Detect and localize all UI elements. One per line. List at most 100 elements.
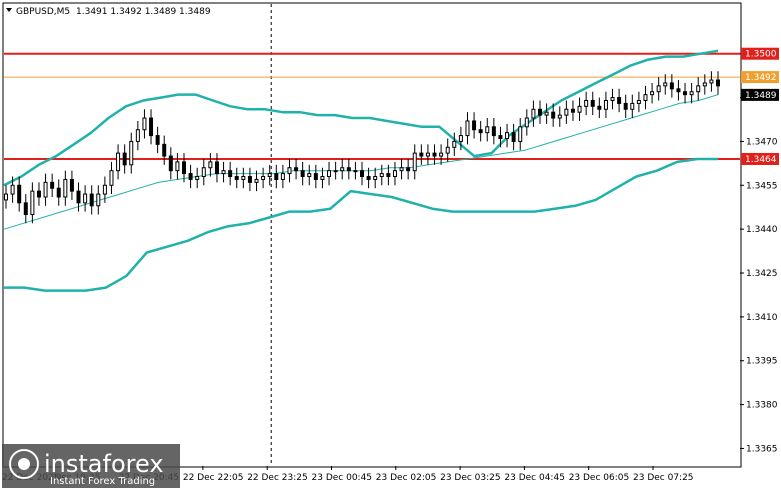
candle-body bbox=[432, 152, 437, 157]
candle-body bbox=[135, 129, 140, 142]
price-tag bbox=[741, 152, 779, 165]
price-tag bbox=[741, 71, 779, 84]
candle-body bbox=[340, 167, 345, 172]
candle-body bbox=[386, 173, 391, 178]
candle-body bbox=[478, 129, 483, 134]
candle-body bbox=[683, 91, 688, 96]
candle-body bbox=[162, 143, 167, 157]
candle-body bbox=[491, 126, 496, 137]
plot-frame bbox=[2, 2, 742, 468]
candle-body bbox=[102, 184, 107, 195]
candle-body bbox=[201, 167, 206, 178]
candle-body bbox=[458, 135, 463, 142]
candle-body bbox=[241, 176, 246, 180]
candle-body bbox=[669, 82, 674, 90]
x-tick-label: 22 Dec 22:05 bbox=[183, 473, 244, 483]
candle-body bbox=[56, 187, 61, 198]
candle-body bbox=[155, 135, 160, 145]
candle-body bbox=[557, 114, 562, 119]
candle-body bbox=[122, 152, 127, 166]
bollinger-lower-line bbox=[4, 157, 718, 292]
candle-body bbox=[656, 85, 661, 93]
candle-body bbox=[584, 99, 589, 107]
candle-body bbox=[221, 170, 226, 175]
price-tag-label: 1.3464 bbox=[745, 155, 777, 165]
candle-body bbox=[234, 176, 239, 180]
candle-body bbox=[439, 152, 444, 157]
candle-body bbox=[511, 132, 516, 142]
price-tags-layer: 1.3500 1.3464 1.3492 1.3489 bbox=[741, 47, 779, 165]
candle-body bbox=[676, 88, 681, 93]
candle-body bbox=[590, 99, 595, 107]
y-tick-label: 1.3380 bbox=[746, 401, 778, 411]
candle-body bbox=[320, 176, 325, 180]
y-tick-label: 1.3410 bbox=[746, 313, 778, 323]
candle-body bbox=[96, 193, 101, 207]
candle-body bbox=[689, 91, 694, 96]
candle-body bbox=[663, 82, 668, 87]
candle-body bbox=[465, 120, 470, 137]
candle-body bbox=[696, 85, 701, 93]
candle-body bbox=[650, 91, 655, 96]
candle-body bbox=[188, 173, 193, 180]
y-tick-label: 1.3425 bbox=[746, 269, 778, 279]
logo-emblem-core-icon bbox=[18, 458, 30, 470]
candle-body bbox=[109, 170, 114, 186]
candle-body bbox=[498, 135, 503, 140]
price-tag bbox=[741, 88, 779, 101]
logo-brand: instaforex bbox=[44, 450, 164, 478]
candle-body bbox=[280, 173, 285, 180]
y-tick-label: 1.3440 bbox=[746, 225, 778, 235]
candle-body bbox=[379, 173, 384, 178]
candle-body bbox=[702, 82, 707, 87]
candle-body bbox=[709, 79, 714, 84]
candle-body bbox=[524, 117, 529, 128]
candle-body bbox=[4, 193, 8, 201]
candle-body bbox=[36, 190, 41, 198]
candle-body bbox=[570, 108, 575, 113]
candle-body bbox=[353, 170, 358, 173]
candle-body bbox=[577, 105, 582, 113]
candle-body bbox=[544, 111, 549, 116]
candle-body bbox=[23, 202, 28, 216]
candle-body bbox=[261, 176, 266, 180]
candle-body bbox=[17, 184, 22, 204]
candle-body bbox=[76, 190, 81, 204]
candle-body bbox=[175, 161, 180, 172]
candle-body bbox=[551, 111, 556, 119]
candle-body bbox=[247, 176, 252, 183]
candle-body bbox=[168, 155, 173, 172]
y-tick-label: 1.3470 bbox=[746, 137, 778, 147]
candle-body bbox=[452, 140, 457, 148]
candle-body bbox=[360, 170, 364, 178]
candle-body bbox=[89, 193, 94, 207]
candle-body bbox=[10, 184, 15, 195]
candle-body bbox=[69, 178, 74, 192]
candle-body bbox=[392, 170, 397, 178]
candle-body bbox=[425, 152, 430, 157]
price-tag-label: 1.3492 bbox=[745, 73, 777, 83]
instaforex-logo: instaforex Instant Forex Trading bbox=[2, 444, 180, 488]
candle-body bbox=[294, 167, 299, 172]
candle-body bbox=[399, 167, 404, 172]
candle-body bbox=[636, 99, 641, 104]
candle-body bbox=[445, 146, 450, 154]
candle-body bbox=[149, 117, 154, 137]
candle-body bbox=[30, 190, 35, 216]
x-tick-label: 22 Dec 23:25 bbox=[247, 473, 308, 483]
x-tick-label: 23 Dec 03:25 bbox=[440, 473, 501, 483]
chevron-down-icon[interactable] bbox=[6, 8, 12, 12]
candle-body bbox=[287, 167, 292, 175]
candle-body bbox=[505, 132, 510, 140]
price-tag-label: 1.3500 bbox=[745, 50, 777, 60]
candle-body bbox=[419, 152, 424, 157]
candle-body bbox=[485, 126, 490, 134]
candle-body bbox=[83, 193, 88, 204]
candle-body bbox=[129, 140, 134, 166]
candle-body bbox=[142, 117, 147, 131]
candle-body bbox=[182, 161, 186, 175]
candle-body bbox=[228, 170, 233, 178]
candle-body bbox=[63, 178, 68, 198]
candle-body bbox=[333, 170, 338, 173]
